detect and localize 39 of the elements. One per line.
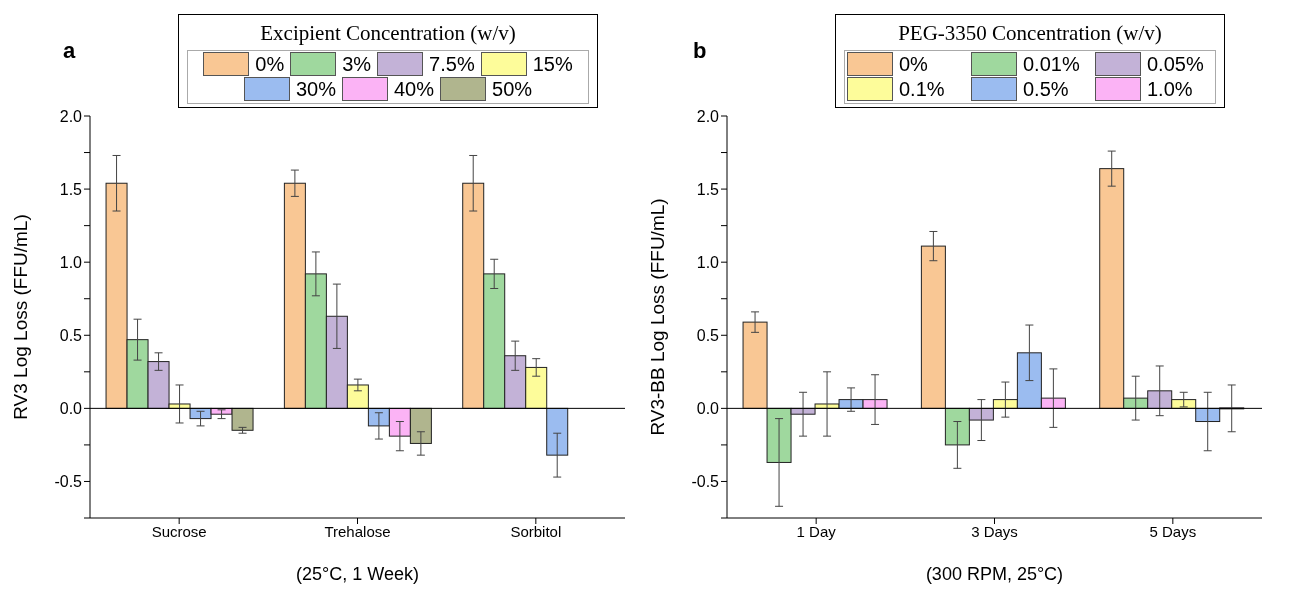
x-tick-label: Sucrose bbox=[151, 522, 207, 540]
y-tick-label: 0.0 bbox=[59, 400, 83, 418]
y-tick-label: 0.5 bbox=[696, 326, 720, 344]
legend-label: 0% bbox=[899, 52, 928, 76]
legend-label: 3% bbox=[342, 52, 372, 76]
y-tick-label: 2.0 bbox=[696, 107, 720, 125]
legend-label: 7.5% bbox=[429, 52, 475, 76]
chart-title: b bbox=[693, 38, 707, 64]
legend-label: 0.05% bbox=[1147, 52, 1204, 76]
x-tick-label: 1 Day bbox=[796, 522, 837, 540]
x-tick-label: 3 Days bbox=[971, 522, 1018, 540]
legend-label: 0.1% bbox=[899, 77, 945, 101]
y-tick-label: 1.5 bbox=[696, 180, 720, 198]
legend-label: 0% bbox=[255, 52, 285, 76]
x-tick-label: Trehalose bbox=[324, 522, 391, 540]
y-axis-title: RV3-BB Log Loss (FFU/mL) bbox=[646, 198, 668, 436]
y-tick-label: 1.5 bbox=[59, 180, 83, 198]
legend-label: 1.0% bbox=[1147, 77, 1193, 101]
legend-label: 40% bbox=[393, 77, 435, 101]
y-tick-label: 1.0 bbox=[59, 253, 83, 271]
x-tick-label: Sorbitol bbox=[510, 522, 562, 540]
y-axis-title: RV3 Log Loss (FFU/mL) bbox=[9, 214, 31, 420]
legend-label: 0.5% bbox=[1023, 77, 1069, 101]
x-tick-label: 5 Days bbox=[1149, 522, 1197, 540]
legend-title: Excipient Concentration (w/v) bbox=[259, 21, 517, 46]
y-tick-label: 0.0 bbox=[696, 400, 720, 418]
legend-label: 30% bbox=[295, 77, 336, 101]
x-axis-title: (25°C, 1 Week) bbox=[296, 564, 419, 584]
legend-label: 0.01% bbox=[1023, 52, 1080, 76]
legend-label: 15% bbox=[532, 52, 573, 76]
y-tick-label: -0.5 bbox=[54, 473, 83, 491]
y-tick-label: 0.5 bbox=[59, 326, 83, 344]
chart-title: a bbox=[63, 38, 76, 64]
y-tick-label: -0.5 bbox=[691, 473, 720, 491]
y-tick-label: 1.0 bbox=[696, 253, 720, 271]
x-axis-title: (300 RPM, 25°C) bbox=[925, 564, 1064, 584]
legend-label: 50% bbox=[492, 77, 533, 101]
y-tick-label: 2.0 bbox=[59, 107, 83, 125]
legend-title: PEG-3350 Concentration (w/v) bbox=[897, 21, 1163, 46]
